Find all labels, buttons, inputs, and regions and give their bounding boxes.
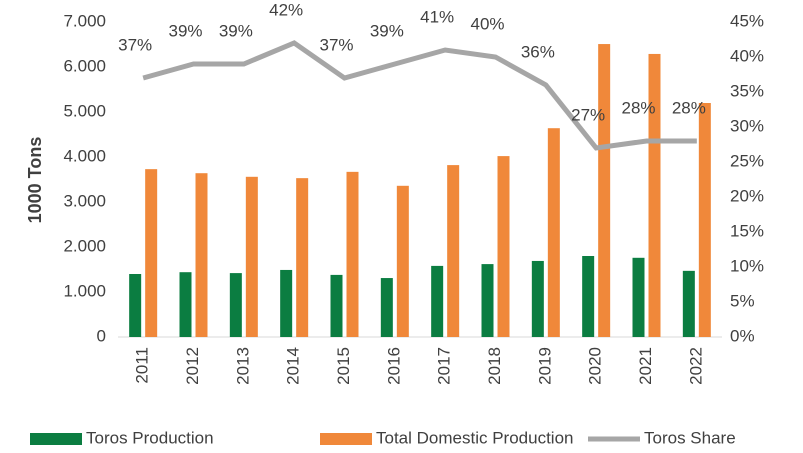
y-tick-label: 5.000 [63, 101, 106, 120]
y2-tick-label: 35% [730, 81, 764, 100]
y2-tick-label: 30% [730, 116, 764, 135]
x-tick-label: 2011 [133, 347, 152, 384]
bar [346, 171, 359, 337]
bar [179, 272, 192, 337]
share-line [142, 40, 697, 151]
bar [129, 274, 142, 337]
bar [296, 178, 309, 337]
bar [245, 176, 258, 337]
y2-tick-label: 10% [730, 256, 764, 275]
bar [330, 274, 343, 337]
data-label: 39% [168, 21, 202, 40]
data-label: 36% [521, 42, 555, 61]
y-tick-label: 2.000 [63, 236, 106, 255]
data-label: 27% [571, 105, 605, 124]
y2-tick-label: 20% [730, 186, 764, 205]
data-label: 42% [269, 0, 303, 19]
y-tick-label: 6.000 [63, 56, 106, 75]
data-label: 39% [219, 21, 253, 40]
x-tick-label: 2012 [183, 347, 202, 385]
y-axis-title: 1000 Tons [25, 137, 45, 224]
y-tick-label: 3.000 [63, 191, 106, 210]
x-tick-label: 2015 [334, 347, 353, 385]
bar [229, 273, 242, 337]
bar [145, 169, 158, 337]
x-tick-label: 2017 [435, 347, 454, 385]
bar [280, 269, 293, 337]
x-tick-label: 2021 [636, 347, 655, 385]
bar [632, 257, 645, 337]
bar [396, 185, 409, 337]
y2-tick-label: 45% [730, 11, 764, 30]
y2-tick-label: 25% [730, 151, 764, 170]
y2-tick-label: 15% [730, 221, 764, 240]
y2-tick-label: 0% [730, 326, 755, 345]
bar [698, 103, 711, 337]
x-tick-label: 2022 [686, 347, 705, 385]
legend-label: Toros Share [644, 428, 736, 447]
y-tick-label: 1.000 [63, 281, 106, 300]
bar [447, 165, 460, 337]
data-label: 41% [420, 7, 454, 26]
legend-swatch [320, 433, 372, 445]
bar [582, 256, 595, 337]
bar [648, 53, 661, 337]
x-tick-label: 2018 [485, 347, 504, 385]
bar [481, 264, 494, 337]
bar [531, 260, 544, 337]
data-label: 37% [118, 35, 152, 54]
data-label: 28% [672, 98, 706, 117]
data-label: 40% [470, 14, 504, 33]
x-tick-label: 2019 [535, 347, 554, 385]
bar [682, 270, 695, 337]
bar [195, 173, 208, 337]
bar [380, 278, 393, 337]
data-label: 37% [319, 35, 353, 54]
x-tick-label: 2014 [284, 347, 303, 385]
bar [431, 265, 444, 337]
x-tick-label: 2020 [586, 347, 605, 385]
y2-tick-label: 5% [730, 291, 755, 310]
y-tick-label: 4.000 [63, 146, 106, 165]
y-tick-label: 0 [97, 326, 106, 345]
bar [598, 44, 611, 338]
data-label: 28% [621, 98, 655, 117]
bar [497, 156, 510, 337]
legend-label: Total Domestic Production [376, 428, 573, 447]
y-tick-label: 7.000 [63, 11, 106, 30]
data-label: 39% [370, 21, 404, 40]
bar [547, 128, 560, 337]
y2-tick-label: 40% [730, 46, 764, 65]
x-tick-label: 2016 [384, 347, 403, 385]
legend-swatch [30, 433, 82, 445]
x-tick-label: 2013 [233, 347, 252, 385]
legend-label: Toros Production [86, 428, 214, 447]
